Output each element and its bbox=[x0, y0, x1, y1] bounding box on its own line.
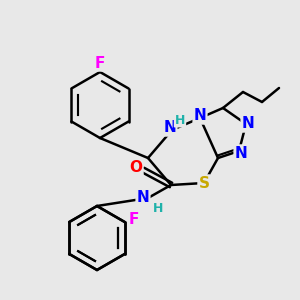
Text: N: N bbox=[235, 146, 248, 160]
Text: H: H bbox=[175, 113, 185, 127]
Text: H: H bbox=[153, 202, 163, 214]
Text: F: F bbox=[95, 56, 105, 70]
Text: N: N bbox=[164, 121, 176, 136]
Text: N: N bbox=[194, 109, 206, 124]
Text: S: S bbox=[199, 176, 209, 190]
Text: N: N bbox=[242, 116, 254, 131]
Text: F: F bbox=[128, 212, 139, 227]
Text: O: O bbox=[130, 160, 142, 175]
Text: N: N bbox=[136, 190, 149, 206]
